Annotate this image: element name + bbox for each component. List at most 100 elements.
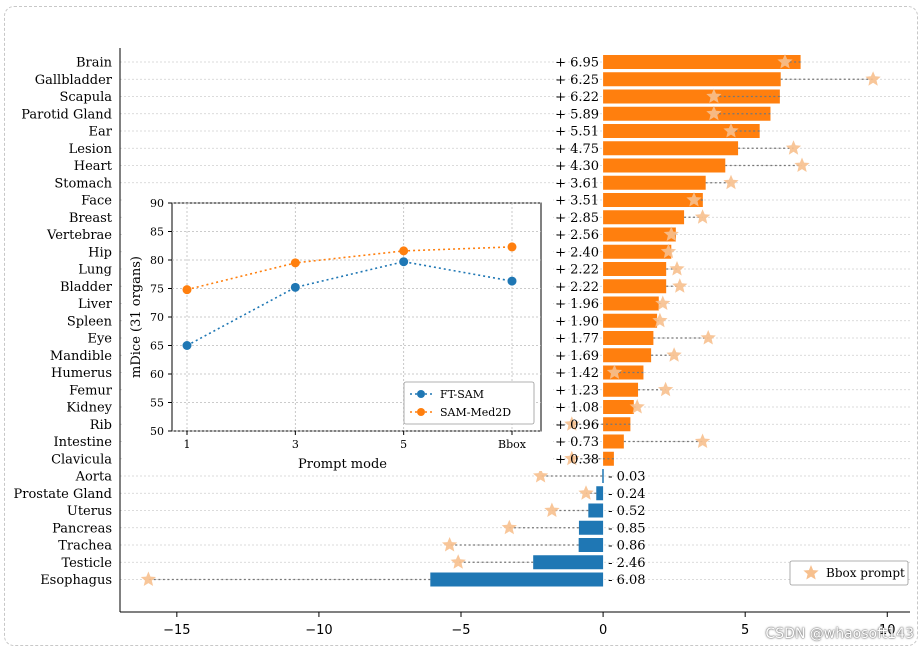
category-label: Vertebrae bbox=[46, 228, 112, 243]
category-label: Stomach bbox=[54, 176, 112, 191]
inset-y-tick-label: 90 bbox=[150, 197, 164, 210]
value-label: - 2.46 bbox=[608, 556, 645, 571]
bbox-prompt-star bbox=[533, 468, 549, 483]
inset-y-tick-label: 65 bbox=[150, 340, 164, 353]
bbox-prompt-star bbox=[663, 226, 679, 241]
value-label: + 1.23 bbox=[555, 383, 599, 398]
bbox-prompt-star bbox=[794, 157, 810, 172]
inset-y-tick-label: 70 bbox=[150, 311, 164, 324]
value-label: - 0.03 bbox=[608, 470, 645, 485]
bar bbox=[603, 210, 685, 225]
bar bbox=[603, 158, 726, 173]
category-label: Rib bbox=[90, 418, 112, 433]
x-tick-label: −10 bbox=[305, 623, 332, 638]
bar bbox=[533, 555, 604, 570]
value-label: + 3.51 bbox=[555, 194, 599, 209]
bbox-prompt-star bbox=[777, 54, 793, 69]
series-point bbox=[290, 258, 300, 268]
bbox-prompt-star bbox=[865, 71, 881, 86]
category-label: Aorta bbox=[75, 470, 113, 485]
category-label: Breast bbox=[69, 211, 113, 226]
value-label: + 4.75 bbox=[555, 142, 599, 157]
bbox-prompt-star bbox=[723, 174, 739, 190]
bar bbox=[603, 348, 652, 363]
bar bbox=[603, 296, 659, 311]
x-tick-label: 10 bbox=[879, 623, 896, 638]
inset-y-tick-label: 80 bbox=[150, 254, 164, 267]
inset-y-tick-label: 55 bbox=[150, 397, 164, 410]
bbox-prompt-star bbox=[658, 381, 674, 397]
inset-legend-box bbox=[403, 381, 535, 425]
bar bbox=[603, 434, 624, 449]
bar bbox=[603, 227, 676, 242]
category-label: Kidney bbox=[66, 401, 112, 416]
value-label: - 0.24 bbox=[608, 487, 645, 502]
legend-marker-icon bbox=[417, 390, 425, 398]
legend-marker-icon bbox=[417, 408, 425, 416]
value-label: + 6.95 bbox=[555, 56, 599, 71]
category-label: Lung bbox=[78, 263, 112, 278]
bbox-prompt-star bbox=[140, 571, 156, 586]
category-label: Intestine bbox=[53, 435, 112, 450]
bar bbox=[603, 106, 771, 121]
watermark: CSDN @whaosoft143 bbox=[765, 626, 914, 642]
bar bbox=[603, 124, 760, 138]
bbox-prompt-star bbox=[564, 416, 580, 431]
value-label: + 1.08 bbox=[555, 401, 599, 416]
value-label: + 2.22 bbox=[555, 263, 599, 278]
bbox-prompt-star bbox=[564, 450, 580, 466]
value-label: + 1.42 bbox=[555, 366, 599, 381]
category-label: Parotid Gland bbox=[21, 107, 112, 122]
bbox-prompt-star bbox=[666, 347, 682, 362]
bbox-prompt-star bbox=[672, 278, 688, 293]
value-label: + 1.69 bbox=[555, 349, 599, 364]
bbox-prompt-star bbox=[706, 88, 722, 103]
bbox-prompt-star bbox=[700, 330, 716, 345]
bbox-prompt-star bbox=[544, 502, 560, 517]
category-label: Face bbox=[81, 194, 112, 209]
bar bbox=[603, 175, 706, 190]
category-label: Eye bbox=[87, 332, 112, 347]
value-label: + 1.90 bbox=[555, 314, 599, 329]
bar bbox=[603, 313, 658, 328]
category-label: Testicle bbox=[61, 556, 112, 571]
category-label: Trachea bbox=[58, 539, 112, 554]
inset-x-tick-label: 5 bbox=[400, 438, 407, 451]
value-label: + 0.96 bbox=[555, 418, 599, 433]
inset-y-tick-label: 85 bbox=[150, 226, 164, 239]
bbox-prompt-star bbox=[501, 519, 517, 535]
bar bbox=[602, 469, 604, 483]
category-label: Prostate Gland bbox=[14, 487, 112, 502]
bbox-prompt-star bbox=[442, 537, 458, 552]
bbox-prompt-star bbox=[706, 105, 722, 121]
x-tick-label: −15 bbox=[163, 623, 190, 638]
bar bbox=[603, 382, 639, 397]
bar bbox=[603, 89, 780, 104]
series-point bbox=[507, 242, 517, 252]
value-label: + 6.22 bbox=[555, 90, 599, 105]
legend-box bbox=[789, 560, 909, 586]
bar bbox=[578, 538, 604, 552]
inset-legend: FT-SAM SAM-Med2D bbox=[403, 381, 535, 425]
bar bbox=[603, 262, 667, 276]
category-label: Gallbladder bbox=[35, 73, 113, 88]
category-label: Femur bbox=[69, 383, 113, 398]
inset-y-tick-label: 60 bbox=[150, 368, 164, 381]
figure-frame bbox=[4, 6, 918, 646]
category-label: Mandible bbox=[50, 349, 112, 364]
bbox-prompt-star bbox=[694, 433, 711, 448]
series-line bbox=[186, 246, 513, 291]
series-point bbox=[507, 276, 517, 286]
bar bbox=[588, 503, 604, 518]
value-label: - 0.52 bbox=[608, 504, 645, 519]
bbox-prompt-star bbox=[723, 123, 739, 138]
legend-label: Bbox prompt bbox=[826, 566, 905, 580]
bbox-prompt-star bbox=[686, 192, 702, 207]
category-label: Uterus bbox=[67, 504, 112, 519]
value-label: + 2.40 bbox=[555, 245, 599, 260]
value-label: - 6.08 bbox=[608, 573, 645, 588]
x-tick-label: 0 bbox=[599, 623, 607, 638]
value-label: + 5.89 bbox=[555, 107, 599, 122]
category-label: Esophagus bbox=[40, 573, 112, 588]
